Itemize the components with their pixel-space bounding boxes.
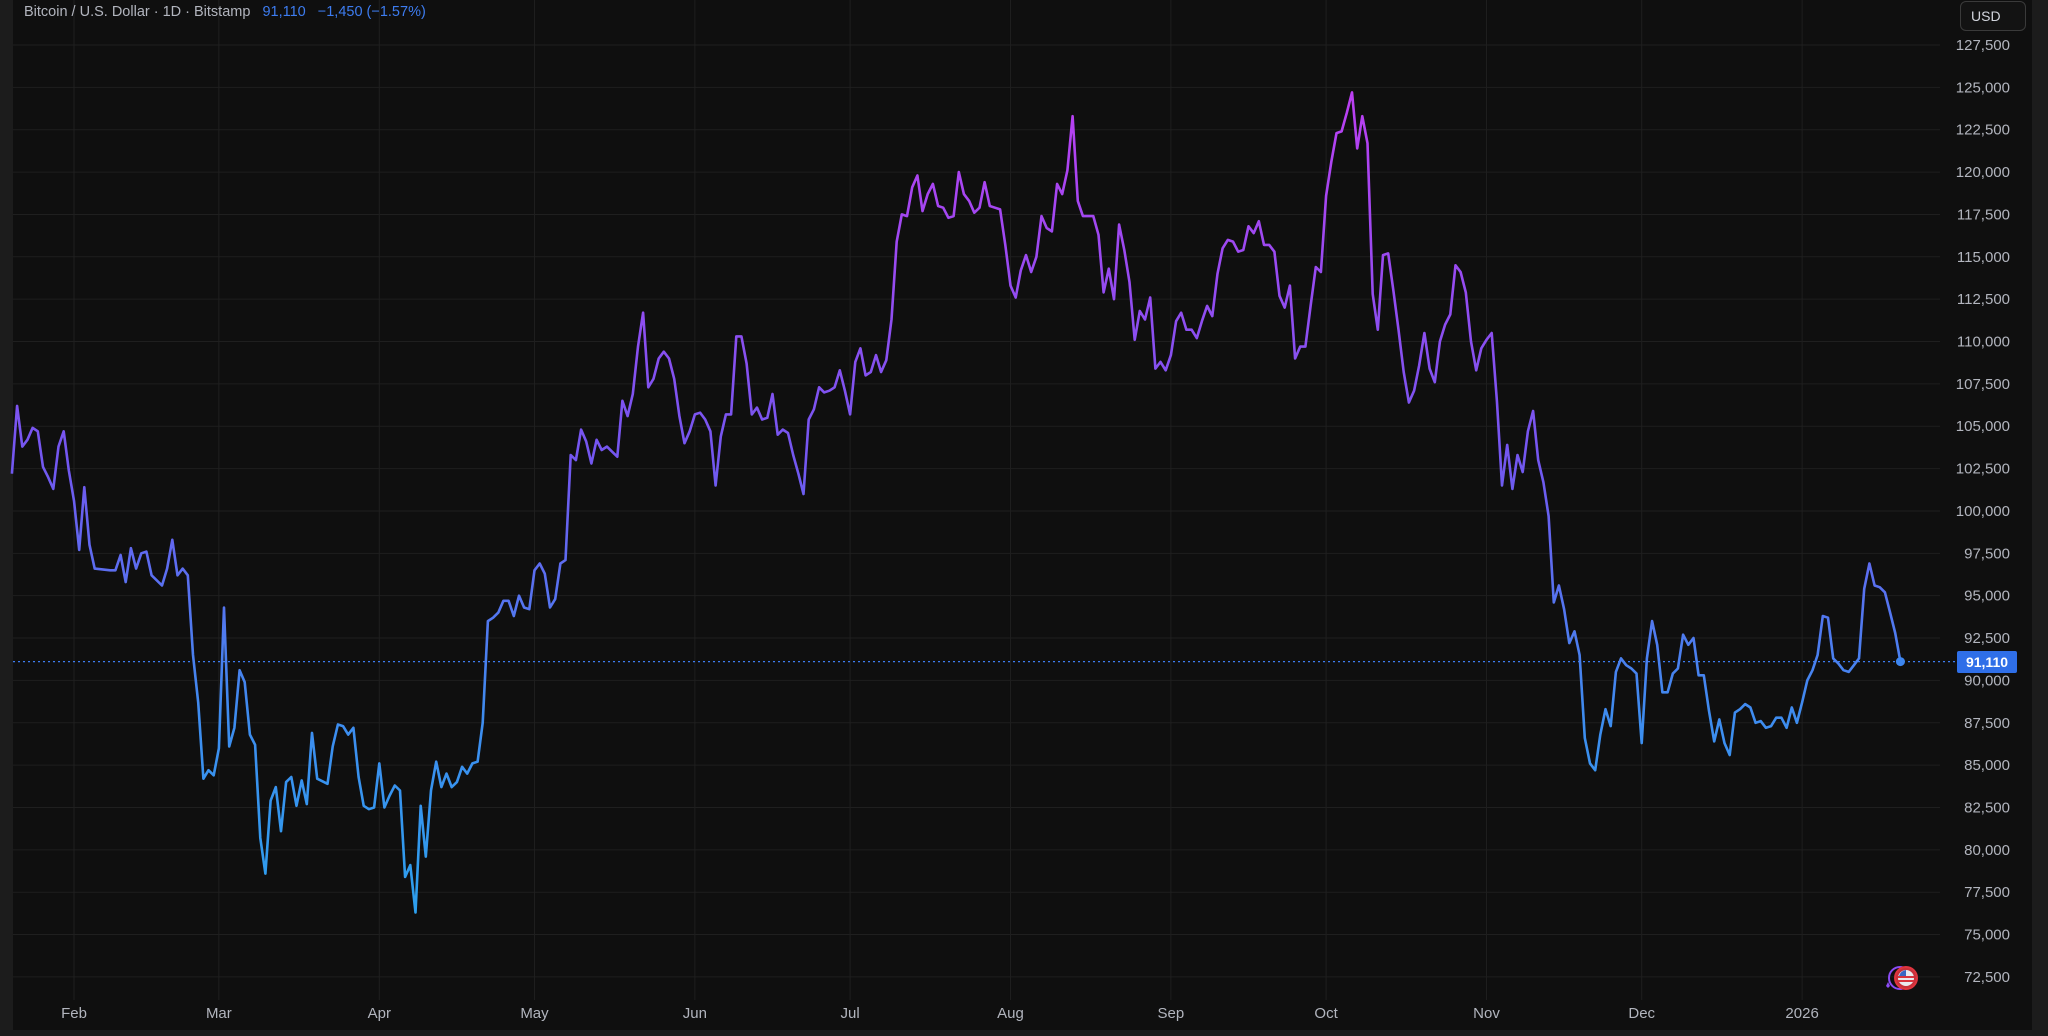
symbol-title: Bitcoin / U.S. Dollar · 1D · Bitstamp [24, 4, 251, 20]
price-line [10, 91, 1902, 914]
x-tick-label: Jun [683, 1005, 707, 1022]
x-tick-label: Jul [841, 1005, 860, 1022]
x-tick-label: Feb [61, 1005, 87, 1022]
y-tick-label: 77,500 [1964, 884, 2010, 901]
y-tick-label: 95,000 [1964, 588, 2010, 605]
grid [13, 0, 1940, 1000]
y-tick-label: 87,500 [1964, 715, 2010, 732]
y-tick-label: 92,500 [1964, 630, 2010, 647]
y-tick-label: 100,000 [1956, 503, 2010, 520]
y-tick-label: 127,500 [1956, 37, 2010, 54]
y-tick-label: 82,500 [1964, 799, 2010, 816]
y-tick-label: 122,500 [1956, 122, 2010, 139]
bottom-edge [0, 1030, 2048, 1036]
y-tick-label: 85,000 [1964, 757, 2010, 774]
currency-button[interactable]: USD [1960, 1, 2026, 31]
y-tick-label: 90,000 [1964, 672, 2010, 689]
left-edge [0, 0, 13, 1036]
y-tick-label: 120,000 [1956, 164, 2010, 181]
y-tick-label: 105,000 [1956, 418, 2010, 435]
price-change: −1,450 (−1.57%) [317, 4, 426, 20]
us-flag-events-icon[interactable] [1880, 964, 1920, 992]
x-tick-label: Dec [1628, 1005, 1655, 1022]
y-tick-label: 110,000 [1957, 334, 2010, 351]
y-tick-label: 80,000 [1964, 842, 2010, 859]
y-tick-label: 115,000 [1957, 249, 2010, 266]
last-price-dot [1895, 657, 1905, 667]
x-tick-label: May [520, 1005, 549, 1022]
y-tick-label: 102,500 [1956, 461, 2010, 478]
right-edge [2032, 0, 2048, 1036]
x-tick-label: Sep [1158, 1005, 1185, 1022]
y-tick-label: 97,500 [1964, 545, 2010, 562]
x-tick-label: Apr [368, 1005, 391, 1022]
y-tick-label: 125,000 [1956, 79, 2010, 96]
y-tick-label: 117,500 [1957, 206, 2010, 223]
y-tick-label: 75,000 [1964, 927, 2010, 944]
symbol-legend[interactable]: Bitcoin / U.S. Dollar · 1D · Bitstamp 91… [24, 4, 426, 20]
x-tick-label: Mar [206, 1005, 232, 1022]
last-price: 91,110 [262, 4, 306, 20]
time-axis[interactable]: Feb Mar Apr May Jun Jul Aug Sep Oct Nov Dec 2026 [61, 1005, 1819, 1022]
y-tick-label: 112,500 [1957, 291, 2010, 308]
price-axis[interactable]: 127,500 125,000 122,500 120,000 117,500 115,0… [1956, 37, 2010, 986]
x-tick-label: Nov [1473, 1005, 1500, 1022]
x-tick-label: Oct [1314, 1005, 1338, 1022]
y-tick-label: 72,500 [1964, 969, 2010, 986]
x-tick-label: 2026 [1785, 1005, 1818, 1022]
y-tick-label: 107,500 [1956, 376, 2010, 393]
x-tick-label: Aug [997, 1005, 1024, 1022]
last-price-badge: 91,110 [1957, 651, 2017, 673]
